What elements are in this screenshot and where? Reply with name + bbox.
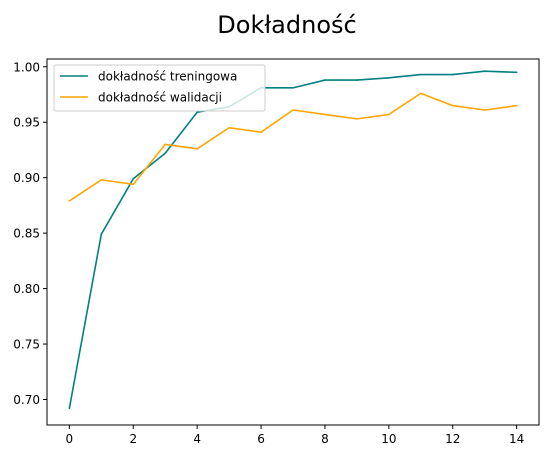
x-tick-label: 8 [321,432,329,446]
data-point [100,233,103,236]
series-line-training [68,70,517,409]
series-layer [68,70,518,410]
data-point [483,70,486,72]
data-point [419,92,422,95]
data-point [324,113,326,116]
data-point [164,152,167,155]
x-axis: 0 2 4 6 8 10 12 14 [66,425,524,446]
data-point [356,118,358,120]
legend-label-training: dokładność treningowa [98,70,237,84]
x-tick-label: 14 [509,432,524,446]
y-tick-label: 0.85 [13,227,40,241]
data-point [260,131,262,133]
x-tick-label: 0 [66,432,74,446]
data-point [388,77,390,79]
legend-label-validation: dokładność walidacji [98,91,222,105]
legend-box [53,64,266,112]
x-tick-label: 4 [193,432,201,446]
data-point [292,109,294,111]
x-tick-label: 12 [445,432,460,446]
data-point [132,183,135,186]
y-tick-label: 0.75 [13,338,40,352]
data-point [419,73,422,76]
y-tick-label: 0.90 [13,171,40,185]
x-tick-label: 2 [129,432,137,446]
data-point [68,200,71,202]
data-point [228,126,230,129]
y-axis: 0.70 0.75 0.80 0.85 0.90 0.95 1.00 [13,60,47,407]
data-point [196,111,198,114]
y-tick-label: 0.95 [13,116,40,130]
plot-area [46,58,540,426]
data-point [196,148,198,150]
legend: dokładność treningowa dokładność walidac… [53,64,266,112]
data-point [68,407,71,410]
data-point [324,79,326,81]
y-tick-label: 0.80 [13,282,40,296]
axes-frame [46,58,540,426]
y-tick-label: 1.00 [13,60,40,74]
chart-title: Dokładność [217,11,356,39]
y-tick-label: 0.70 [13,393,40,407]
data-point [515,104,518,107]
data-point [100,179,103,181]
data-point [292,87,294,89]
data-point [388,113,390,116]
data-point [451,73,454,76]
x-tick-label: 6 [257,432,265,446]
data-point [164,143,167,146]
data-point [451,104,454,107]
data-point [356,79,358,81]
data-point [483,109,486,111]
x-tick-label: 10 [381,432,396,446]
data-point [132,177,135,180]
data-point [515,71,518,74]
